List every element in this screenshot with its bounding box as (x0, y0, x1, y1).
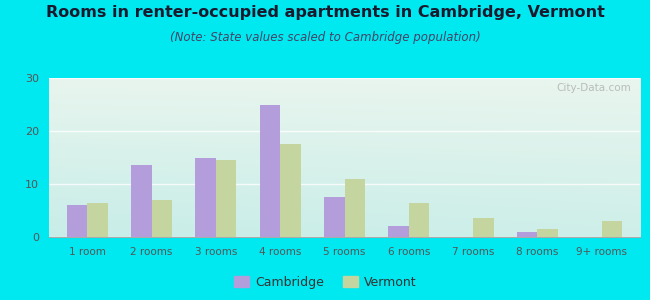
Bar (473, 218, 493, 237)
Bar (216, 160, 237, 237)
Text: Rooms in renter-occupied apartments in Cambridge, Vermont: Rooms in renter-occupied apartments in C… (46, 4, 605, 20)
Bar (67, 205, 87, 237)
Bar (196, 158, 216, 237)
Bar (324, 197, 344, 237)
Bar (388, 226, 409, 237)
Bar (131, 165, 151, 237)
Bar (151, 200, 172, 237)
Bar (87, 202, 108, 237)
Text: (Note: State values scaled to Cambridge population): (Note: State values scaled to Cambridge … (170, 32, 480, 44)
Bar (538, 229, 558, 237)
Bar (344, 179, 365, 237)
Bar (409, 202, 430, 237)
Bar (517, 232, 538, 237)
Bar (602, 221, 622, 237)
Text: City-Data.com: City-Data.com (556, 83, 631, 93)
Bar (280, 144, 301, 237)
Legend: Cambridge, Vermont: Cambridge, Vermont (229, 271, 421, 294)
Bar (259, 104, 280, 237)
